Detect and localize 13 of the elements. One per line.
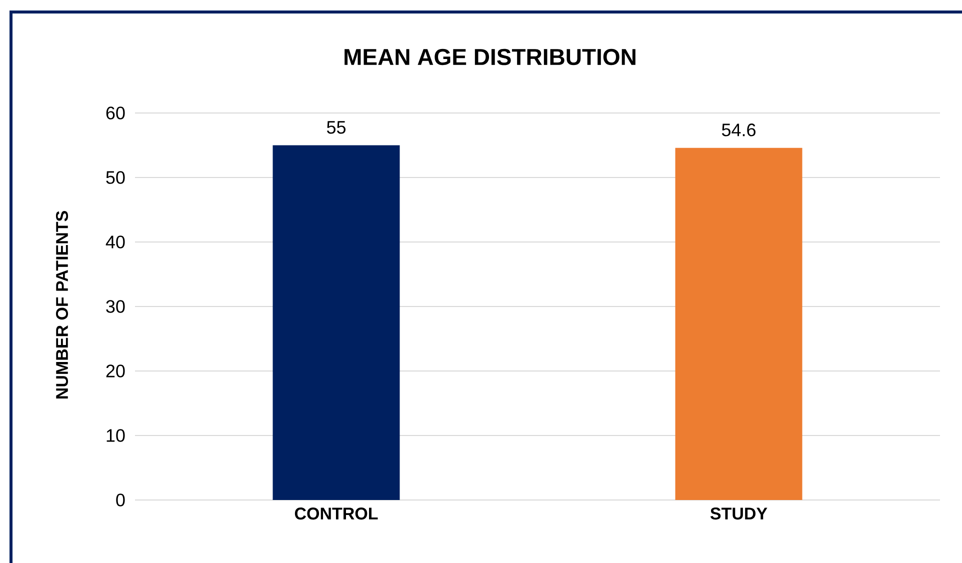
data-label: 54.6: [722, 124, 756, 136]
y-axis-title: NUMBER OF PATIENTS: [56, 211, 68, 398]
y-tick-label: 30: [106, 300, 125, 313]
y-tick-label: 0: [116, 494, 125, 506]
chart-title: MEAN AGE DISTRIBUTION: [344, 48, 636, 66]
x-tick-label: STUDY: [710, 508, 768, 520]
x-tick-label: CONTROL: [294, 508, 378, 520]
y-tick-label: 10: [106, 429, 125, 442]
y-tick-label: 20: [106, 364, 125, 378]
y-tick-label: 50: [106, 171, 125, 184]
y-tick-label: 60: [106, 106, 125, 120]
data-label: 55: [326, 121, 346, 134]
y-tick-label: 40: [106, 236, 125, 248]
